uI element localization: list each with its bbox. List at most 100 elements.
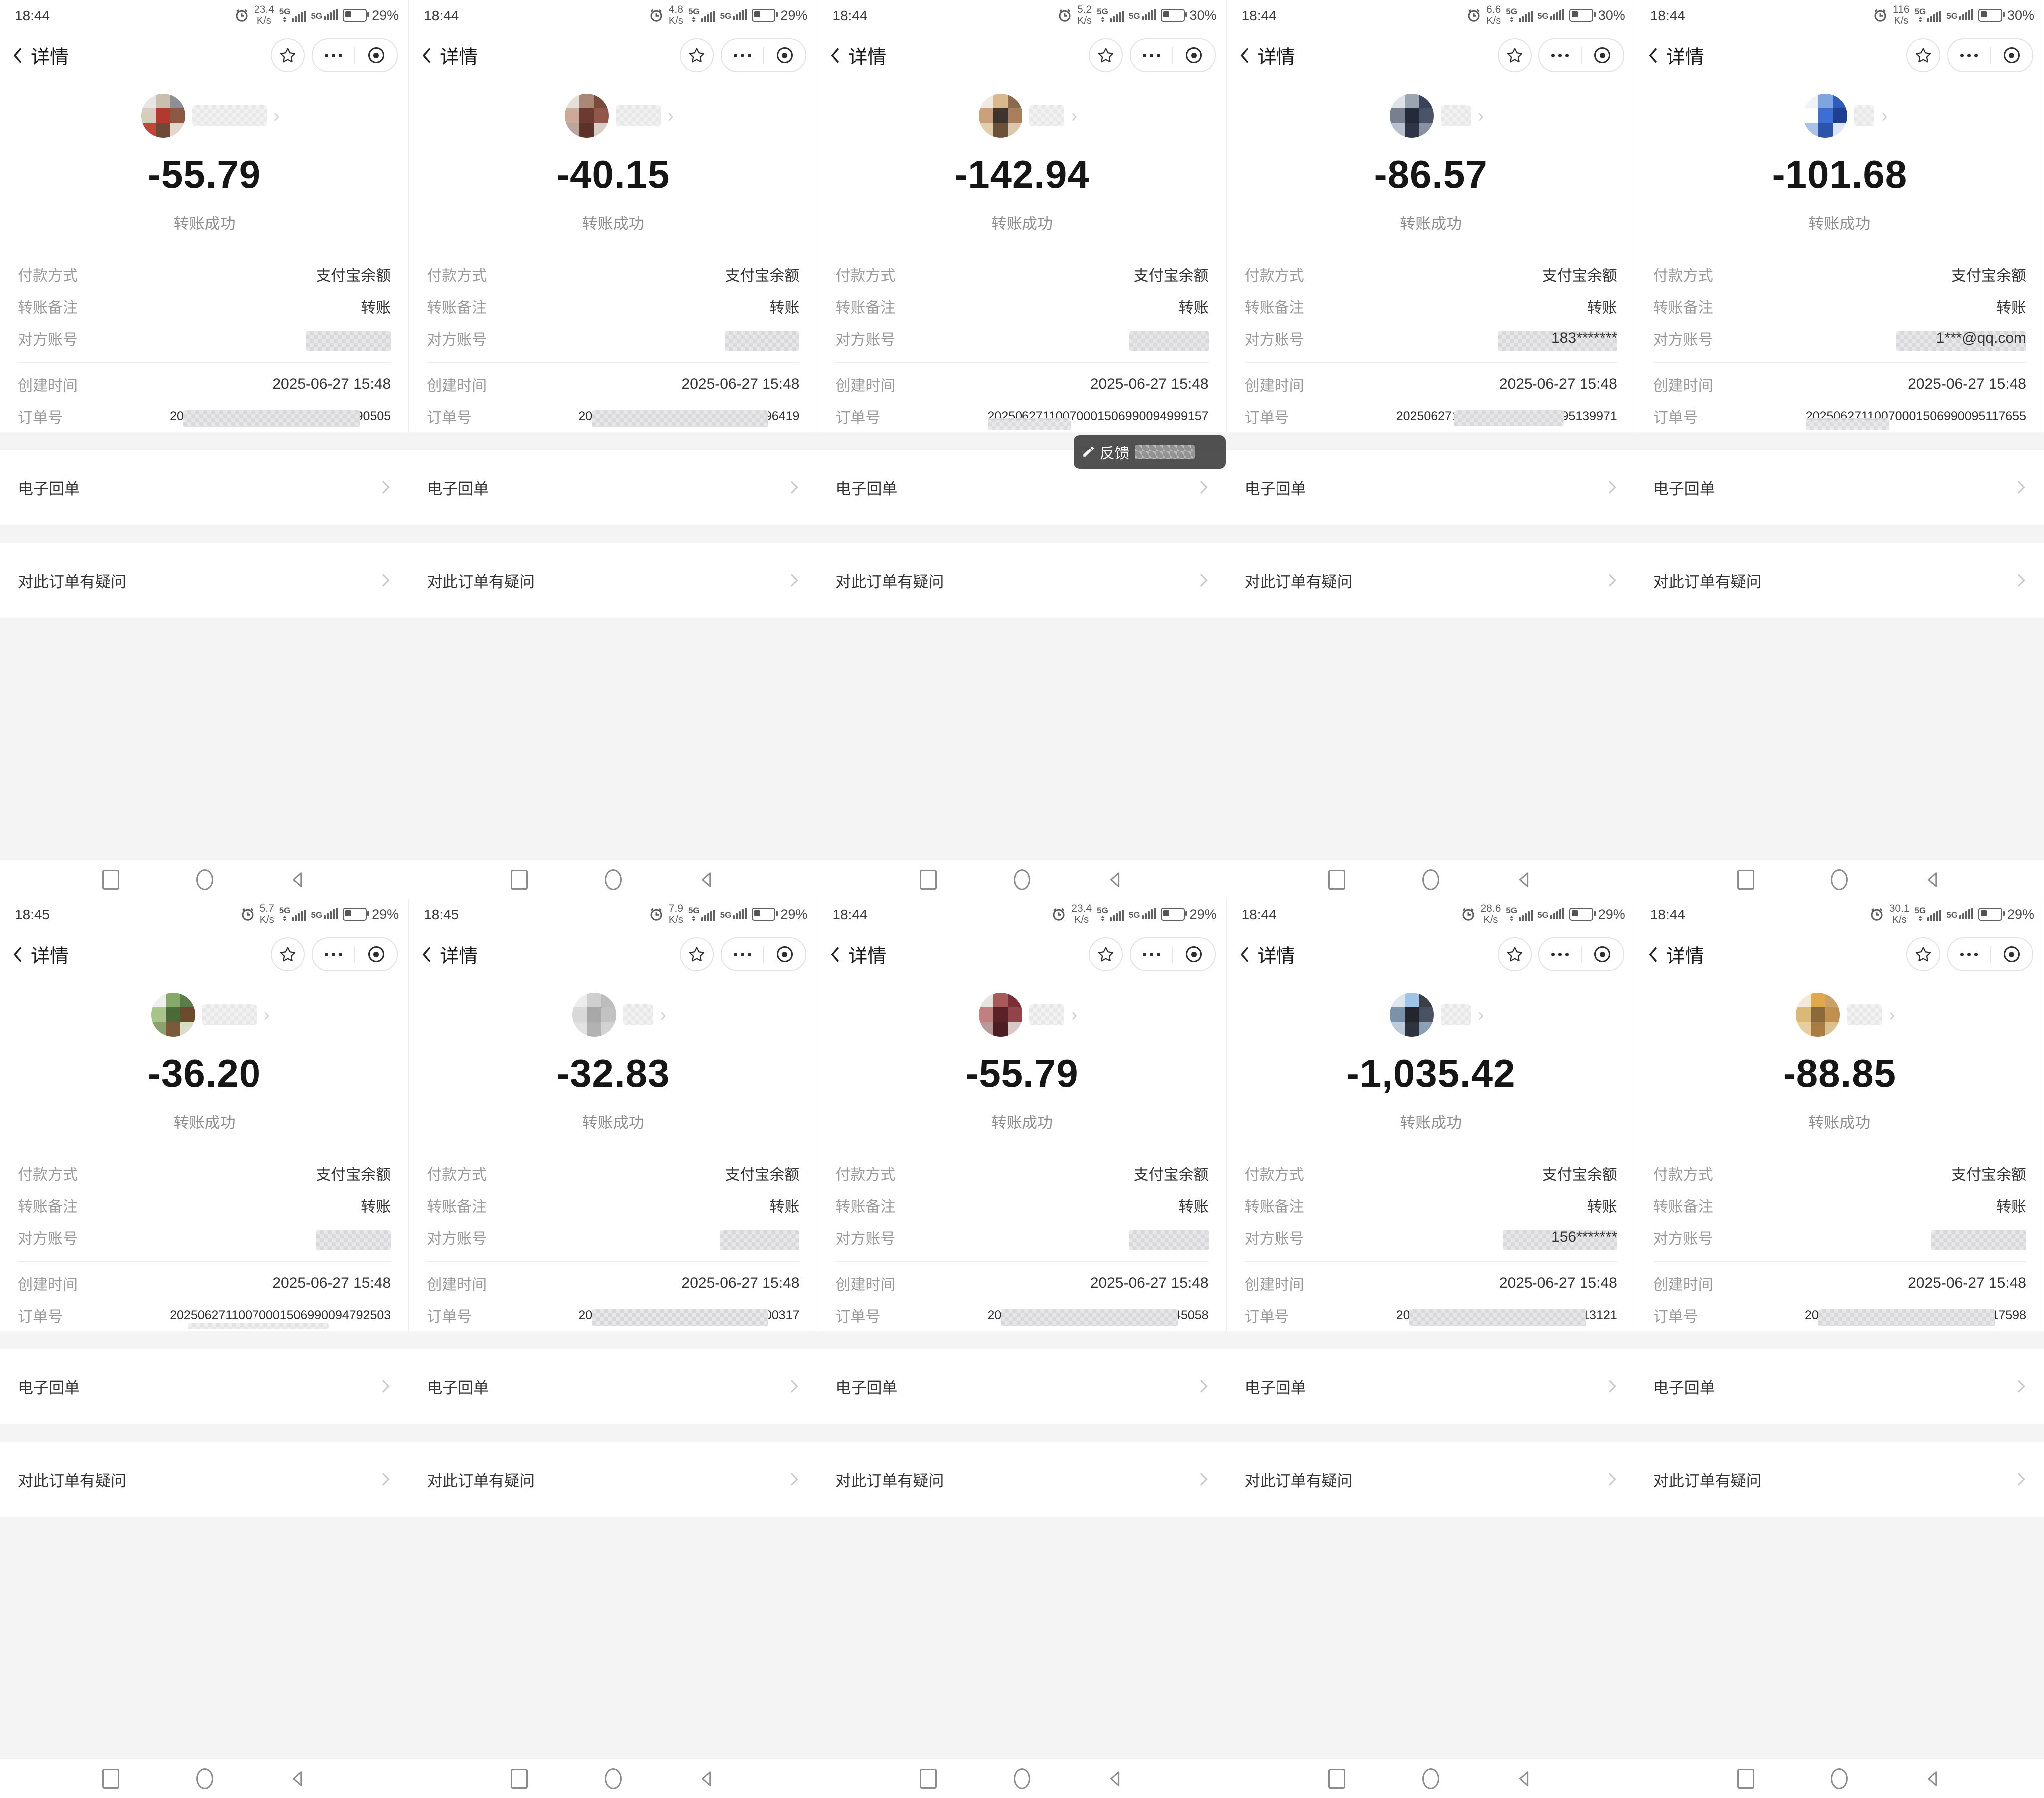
miniapp-exit-button[interactable] — [355, 47, 397, 63]
recipient-row[interactable]: › — [415, 91, 817, 141]
miniapp-exit-button[interactable] — [1173, 946, 1215, 962]
recents-button[interactable] — [508, 868, 531, 892]
home-button[interactable] — [1010, 1767, 1034, 1791]
more-menu-button[interactable] — [1539, 952, 1581, 956]
question-row[interactable]: 对此订单有疑问 — [1226, 543, 1635, 618]
back-nav-button[interactable] — [1921, 868, 1945, 892]
receipt-row[interactable]: 电子回单 — [1635, 1349, 2044, 1424]
recents-button[interactable] — [1325, 1767, 1349, 1791]
recipient-row[interactable]: › — [415, 990, 817, 1040]
question-row[interactable]: 对此订单有疑问 — [1635, 1442, 2044, 1517]
recipient-row[interactable]: › — [1641, 990, 2044, 1040]
receipt-row[interactable]: 电子回单 — [1226, 1349, 1635, 1424]
receipt-row[interactable]: 电子回单 — [817, 1349, 1227, 1424]
recents-button[interactable] — [916, 1767, 940, 1791]
back-button[interactable]: 详情 — [1240, 941, 1295, 968]
home-button[interactable] — [601, 868, 625, 892]
question-row[interactable]: 对此订单有疑问 — [817, 1442, 1227, 1517]
favorite-button[interactable] — [271, 38, 305, 72]
favorite-button[interactable] — [1088, 937, 1123, 971]
miniapp-exit-button[interactable] — [1991, 47, 2032, 63]
more-menu-button[interactable] — [722, 952, 763, 956]
recipient-row[interactable]: › — [823, 990, 1226, 1040]
back-button[interactable]: 详情 — [1648, 42, 1704, 69]
favorite-button[interactable] — [1906, 937, 1940, 971]
question-row[interactable]: 对此订单有疑问 — [0, 1442, 409, 1517]
back-nav-button[interactable] — [695, 868, 719, 892]
recents-button[interactable] — [1734, 868, 1758, 892]
back-button[interactable]: 详情 — [13, 941, 69, 968]
recents-button[interactable] — [99, 868, 123, 892]
back-button[interactable]: 详情 — [1648, 941, 1704, 968]
miniapp-exit-button[interactable] — [764, 47, 805, 63]
back-nav-button[interactable] — [286, 1767, 310, 1791]
miniapp-exit-button[interactable] — [764, 946, 805, 962]
receipt-row[interactable]: 电子回单 — [1635, 450, 2044, 525]
back-button[interactable]: 详情 — [422, 42, 478, 69]
back-button[interactable]: 详情 — [830, 42, 886, 69]
back-nav-button[interactable] — [1104, 1767, 1128, 1791]
back-button[interactable]: 详情 — [1240, 42, 1295, 69]
favorite-button[interactable] — [1497, 38, 1532, 72]
home-button[interactable] — [1419, 868, 1443, 892]
miniapp-exit-button[interactable] — [1991, 946, 2032, 962]
question-row[interactable]: 对此订单有疑问 — [1226, 1442, 1635, 1517]
receipt-row[interactable]: 电子回单 — [409, 1349, 818, 1424]
recents-button[interactable] — [99, 1767, 123, 1791]
favorite-button[interactable] — [1497, 937, 1532, 971]
receipt-row[interactable]: 电子回单 — [0, 450, 409, 525]
favorite-button[interactable] — [680, 38, 714, 72]
miniapp-exit-button[interactable] — [355, 946, 397, 962]
back-nav-button[interactable] — [286, 868, 310, 892]
back-nav-button[interactable] — [1513, 868, 1536, 892]
recipient-row[interactable]: › — [6, 91, 409, 141]
recipient-row[interactable]: › — [1233, 990, 1635, 1040]
home-button[interactable] — [1827, 1767, 1851, 1791]
back-button[interactable]: 详情 — [422, 941, 478, 968]
more-menu-button[interactable] — [1539, 53, 1581, 57]
back-nav-button[interactable] — [1513, 1767, 1536, 1791]
more-menu-button[interactable] — [1948, 952, 1990, 956]
more-menu-button[interactable] — [313, 952, 354, 956]
miniapp-exit-button[interactable] — [1582, 47, 1623, 63]
recipient-row[interactable]: › — [1233, 91, 1635, 141]
more-menu-button[interactable] — [722, 53, 763, 57]
miniapp-exit-button[interactable] — [1582, 946, 1623, 962]
question-row[interactable]: 对此订单有疑问 — [0, 543, 409, 618]
question-row[interactable]: 对此订单有疑问 — [817, 543, 1227, 618]
home-button[interactable] — [1419, 1767, 1443, 1791]
more-menu-button[interactable] — [313, 53, 354, 57]
recents-button[interactable] — [1734, 1767, 1758, 1791]
favorite-button[interactable] — [1906, 38, 1940, 72]
home-button[interactable] — [1827, 868, 1851, 892]
receipt-row[interactable]: 电子回单 — [1226, 450, 1635, 525]
feedback-button[interactable]: 反馈 — [1073, 435, 1226, 469]
more-menu-button[interactable] — [1131, 952, 1172, 956]
recipient-row[interactable]: › — [6, 990, 409, 1040]
back-nav-button[interactable] — [695, 1767, 719, 1791]
recents-button[interactable] — [1325, 868, 1349, 892]
back-button[interactable]: 详情 — [830, 941, 886, 968]
question-row[interactable]: 对此订单有疑问 — [1635, 543, 2044, 618]
back-button[interactable]: 详情 — [13, 42, 69, 69]
receipt-row[interactable]: 电子回单 — [409, 450, 818, 525]
back-nav-button[interactable] — [1104, 868, 1128, 892]
recipient-row[interactable]: › — [823, 91, 1226, 141]
question-row[interactable]: 对此订单有疑问 — [409, 1442, 818, 1517]
home-button[interactable] — [601, 1767, 625, 1791]
miniapp-exit-button[interactable] — [1173, 47, 1215, 63]
more-menu-button[interactable] — [1131, 53, 1172, 57]
recents-button[interactable] — [508, 1767, 531, 1791]
receipt-row[interactable]: 电子回单 — [0, 1349, 409, 1424]
recents-button[interactable] — [916, 868, 940, 892]
back-nav-button[interactable] — [1921, 1767, 1945, 1791]
question-row[interactable]: 对此订单有疑问 — [409, 543, 818, 618]
favorite-button[interactable] — [1088, 38, 1123, 72]
home-button[interactable] — [193, 868, 217, 892]
favorite-button[interactable] — [271, 937, 305, 971]
home-button[interactable] — [193, 1767, 217, 1791]
favorite-button[interactable] — [680, 937, 714, 971]
home-button[interactable] — [1010, 868, 1034, 892]
more-menu-button[interactable] — [1948, 53, 1990, 57]
recipient-row[interactable]: › — [1641, 91, 2044, 141]
